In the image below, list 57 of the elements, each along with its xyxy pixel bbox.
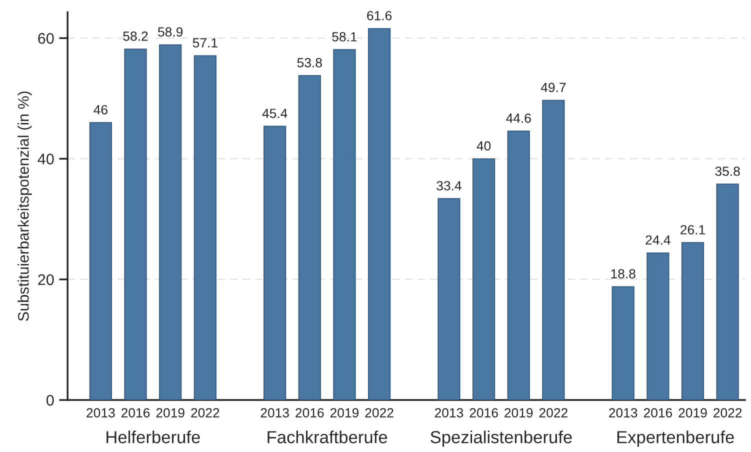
series-label: 2013 bbox=[260, 408, 289, 418]
data-label: 33.4 bbox=[436, 181, 462, 190]
data-label: 61.6 bbox=[367, 10, 392, 20]
bar bbox=[298, 75, 321, 400]
x-tick-label: Spezialistenberufe bbox=[430, 430, 572, 447]
y-tick-label: 60 bbox=[38, 33, 54, 44]
bar bbox=[472, 158, 496, 400]
data-label: 49.7 bbox=[540, 82, 566, 92]
data-label: 24.4 bbox=[646, 235, 670, 245]
text: 2016 bbox=[296, 408, 324, 418]
data-label: 58.1 bbox=[332, 32, 357, 42]
bar bbox=[612, 286, 634, 400]
text: 2019 bbox=[678, 408, 707, 418]
x-tick-label: Expertenberufe bbox=[617, 430, 734, 447]
bar bbox=[646, 252, 670, 400]
data-label: 26.1 bbox=[680, 225, 705, 234]
data-label: 45.4 bbox=[262, 108, 288, 118]
data-label: 18.8 bbox=[611, 269, 636, 278]
bar bbox=[681, 242, 704, 400]
y-tick-label: 40 bbox=[38, 154, 54, 164]
text: 2019 bbox=[156, 408, 184, 418]
x-tick-label: Helferberufe bbox=[106, 430, 200, 444]
data-label: 58.2 bbox=[123, 31, 148, 41]
text: 2019 bbox=[330, 408, 359, 418]
y-axis-title: Substituierbarkeitspotenzial (in %) bbox=[18, 92, 32, 321]
bar bbox=[159, 44, 182, 400]
data-label: 53.8 bbox=[297, 58, 322, 68]
bar bbox=[368, 28, 391, 400]
data-label: 57.1 bbox=[192, 38, 218, 48]
y-tick-label: 20 bbox=[38, 274, 54, 286]
bar bbox=[542, 100, 565, 400]
x-tick-label: Fachkraftberufe bbox=[268, 430, 388, 444]
data-label: 46 bbox=[94, 105, 108, 114]
data-label: 44.6 bbox=[506, 114, 531, 123]
text: 2013 bbox=[434, 408, 464, 418]
data-label: 40 bbox=[476, 141, 491, 151]
bar bbox=[124, 48, 147, 400]
y-tick-label: 0 bbox=[46, 394, 54, 406]
bar bbox=[716, 184, 739, 400]
bar bbox=[264, 126, 286, 400]
text: 2013 bbox=[609, 408, 638, 418]
text: 2013 bbox=[86, 408, 115, 418]
bar bbox=[438, 198, 460, 400]
text: 2022 bbox=[365, 408, 394, 418]
bar bbox=[507, 130, 530, 400]
data-label: 58.9 bbox=[158, 27, 183, 37]
bar bbox=[194, 55, 216, 400]
series-label: 2016 bbox=[121, 408, 150, 418]
text: 2016 bbox=[470, 408, 498, 418]
bar bbox=[333, 49, 356, 400]
series-label: 2019 bbox=[504, 408, 533, 418]
text: 2022 bbox=[714, 408, 742, 418]
data-label: 35.8 bbox=[715, 166, 740, 176]
text: 2022 bbox=[539, 408, 568, 418]
bar bbox=[89, 122, 112, 400]
text: 2016 bbox=[644, 408, 672, 418]
series-label: 2022 bbox=[191, 408, 220, 418]
